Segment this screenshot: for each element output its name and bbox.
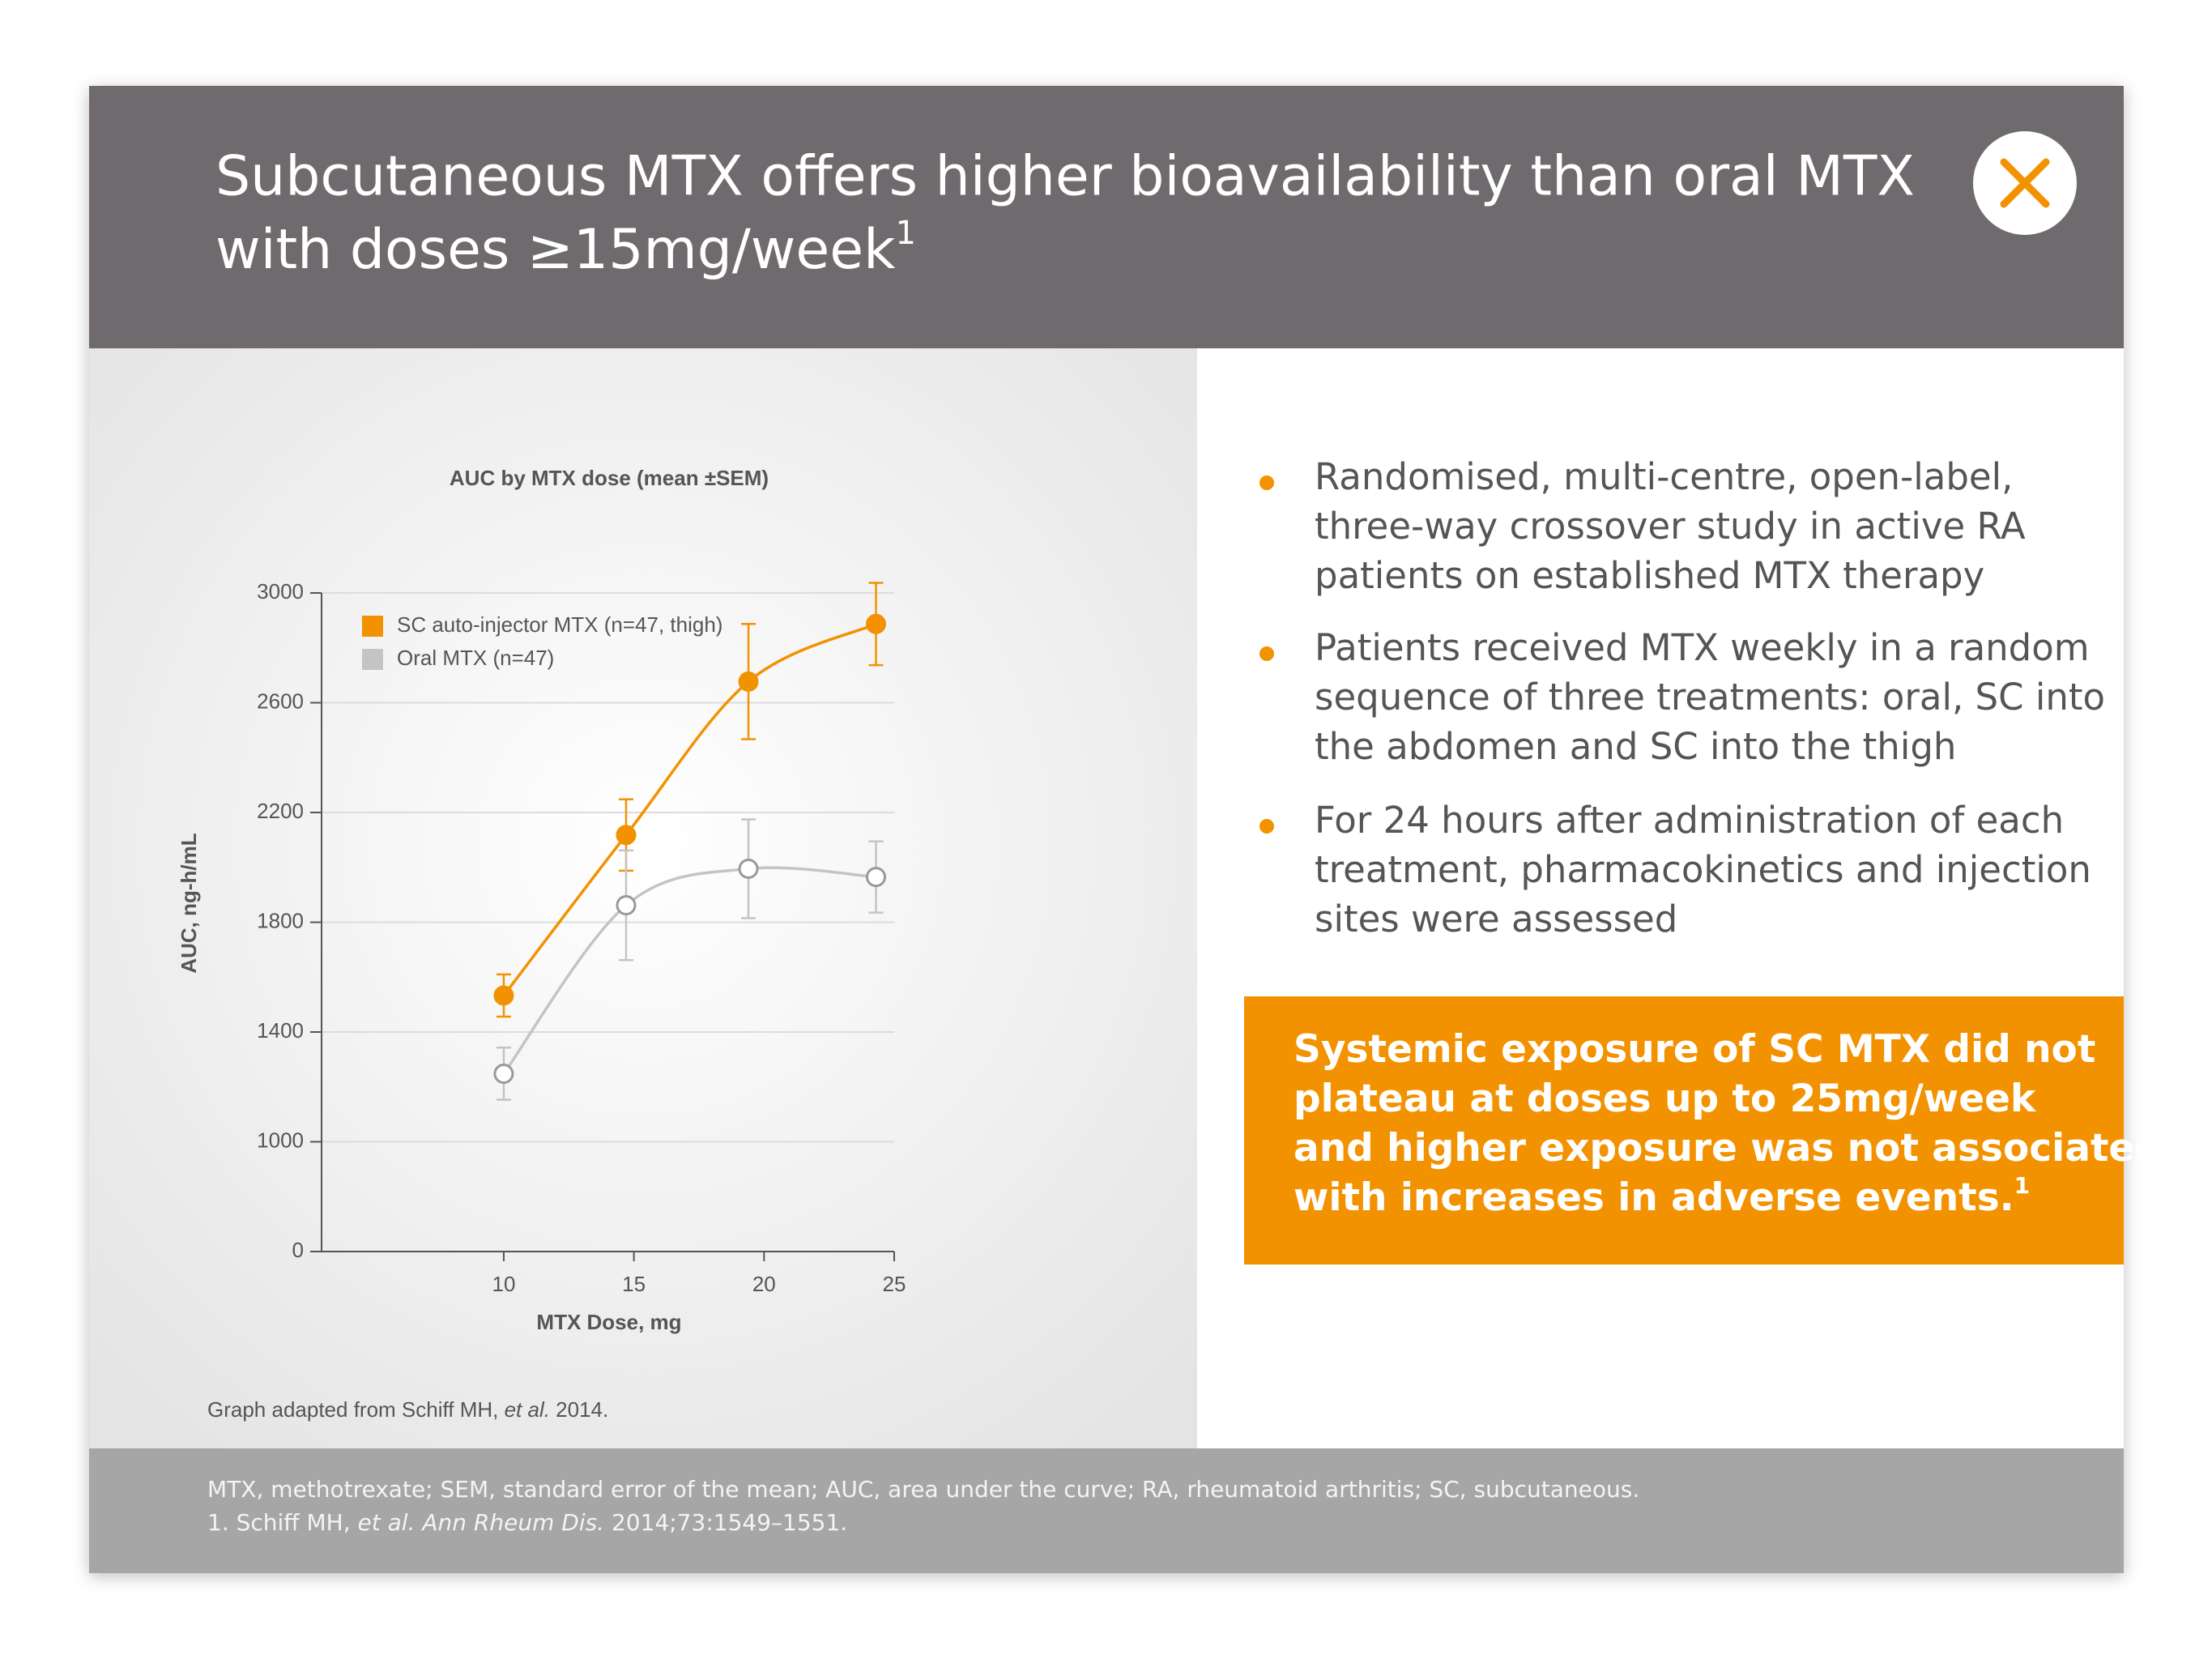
bullet-line: sequence of three treatments: oral, SC i… [1315, 676, 2105, 719]
x-tick-label: 20 [752, 1272, 776, 1296]
bullet-dot [1259, 476, 1274, 490]
close-icon[interactable] [2000, 158, 2050, 208]
data-point [866, 613, 887, 634]
bullet-line: sites were assessed [1315, 898, 1677, 940]
header [89, 86, 2124, 348]
data-point [493, 1063, 514, 1084]
data-point [616, 825, 637, 846]
footer-line: MTX, methotrexate; SEM, standard error o… [207, 1476, 1639, 1503]
bullet-line: patients on established MTX therapy [1315, 554, 1984, 597]
callout: Systemic exposure of SC MTX did not plate… [1294, 1027, 2162, 1220]
chart-panel [89, 348, 1197, 1448]
series-line [502, 622, 877, 997]
bullet-line: three-way crossover study in active RA [1315, 505, 2026, 548]
source-text: et al. [505, 1397, 550, 1422]
footer-text: 2014;73:1549–1551. [604, 1509, 847, 1536]
title-superscript: 1 [895, 215, 915, 252]
data-point [493, 985, 514, 1006]
bullet-line: Randomised, multi-centre, open-label, [1315, 455, 2013, 498]
legend-swatch [362, 616, 383, 637]
close-button[interactable] [1973, 131, 2077, 235]
x-tick-label: 15 [622, 1272, 646, 1296]
callout-text: plateau at doses up to 25mg/week [1294, 1077, 2037, 1121]
chart: AUC by MTX dose (mean ±SEM) MTX Dose, mg… [177, 466, 906, 1334]
source-text: 2014. [550, 1397, 608, 1422]
legend-label: SC auto-injector MTX (n=47, thigh) [397, 612, 722, 637]
x-axis-label: MTX Dose, mg [536, 1310, 681, 1334]
y-tick-label: 3000 [257, 579, 304, 603]
bullet-line: For 24 hours after administration of eac… [1315, 799, 2064, 842]
callout-superscript: 1 [2014, 1172, 2030, 1199]
y-tick-label: 0 [292, 1238, 304, 1262]
bullet-line: treatment, pharmacokinetics and injectio… [1315, 848, 2091, 891]
x-tick-label: 10 [492, 1272, 515, 1296]
callout-text: Systemic exposure of SC MTX did not [1294, 1027, 2095, 1072]
legend-swatch [362, 649, 383, 670]
source-text: Graph adapted from Schiff MH, [207, 1397, 505, 1422]
callout-line: Systemic exposure of SC MTX did not [1294, 1027, 2095, 1072]
title-text: with doses ≥15mg/week [215, 218, 896, 282]
callout-box [1244, 996, 2124, 1265]
title-line: with doses ≥15mg/week1 [215, 215, 916, 282]
callout-text: with increases in adverse events. [1294, 1175, 2014, 1220]
source-note: Graph adapted from Schiff MH, et al. 201… [207, 1397, 608, 1422]
y-tick-label: 1400 [257, 1018, 304, 1043]
y-tick-label: 1000 [257, 1128, 304, 1152]
callout-text: and higher exposure was not associated [1294, 1126, 2162, 1171]
bullet-dot [1259, 819, 1274, 834]
bullet-line: Patients received MTX weekly in a random [1315, 626, 2090, 669]
footer-text: 1. Schiff MH, [207, 1509, 358, 1536]
y-tick-label: 2200 [257, 799, 304, 823]
callout-line: with increases in adverse events.1 [1294, 1172, 2030, 1220]
data-point [738, 671, 759, 692]
callout-line: and higher exposure was not associated [1294, 1126, 2162, 1171]
x-tick-label: 25 [883, 1272, 906, 1296]
series-line [502, 866, 876, 1075]
y-tick-label: 1800 [257, 908, 304, 932]
bullet-line: the abdomen and SC into the thigh [1315, 725, 1956, 768]
title-line: Subcutaneous MTX offers higher bioavaila… [215, 145, 1915, 209]
footer-line: 1. Schiff MH, et al. Ann Rheum Dis. 2014… [207, 1509, 847, 1536]
data-point [738, 858, 759, 879]
footer [89, 1448, 2124, 1573]
y-tick-label: 2600 [257, 689, 304, 713]
legend-label: Oral MTX (n=47) [397, 646, 554, 670]
footer-text: et al. Ann Rheum Dis. [358, 1509, 605, 1536]
chart-title: AUC by MTX dose (mean ±SEM) [450, 466, 769, 490]
bullet-dot [1259, 646, 1274, 661]
callout-line: plateau at doses up to 25mg/week [1294, 1077, 2037, 1121]
data-point [866, 867, 887, 888]
y-axis-label: AUC, ng-h/mL [177, 833, 201, 973]
bullet-list: Randomised, multi-centre, open-label, thr… [1259, 455, 2105, 940]
data-point [616, 894, 637, 915]
